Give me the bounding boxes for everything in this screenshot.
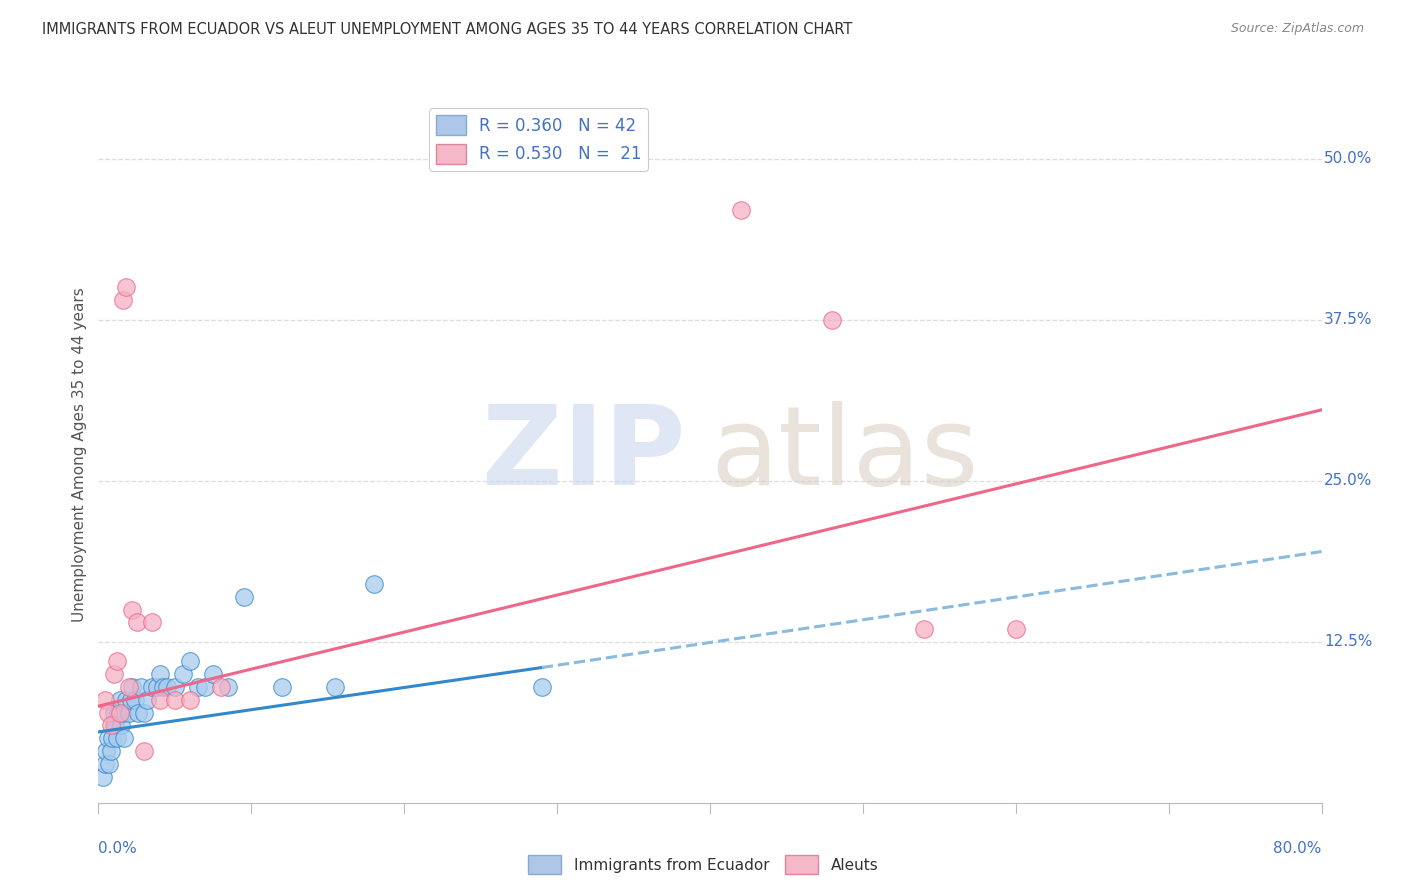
- Text: atlas: atlas: [710, 401, 979, 508]
- Point: [115, 280, 138, 294]
- Point: [100, 718, 122, 732]
- Point: [152, 680, 174, 694]
- Point: [93, 757, 115, 772]
- Point: [730, 203, 752, 218]
- Point: [91, 770, 114, 784]
- Text: Source: ZipAtlas.com: Source: ZipAtlas.com: [1230, 22, 1364, 36]
- Point: [118, 706, 141, 720]
- Point: [129, 680, 152, 694]
- Legend: Immigrants from Ecuador, Aleuts: Immigrants from Ecuador, Aleuts: [522, 849, 884, 880]
- Point: [105, 731, 128, 746]
- Point: [141, 680, 163, 694]
- Point: [145, 680, 167, 694]
- Point: [530, 680, 553, 694]
- Point: [325, 680, 347, 694]
- Point: [172, 667, 194, 681]
- Point: [163, 680, 186, 694]
- Point: [149, 667, 172, 681]
- Point: [93, 692, 115, 706]
- Point: [118, 680, 141, 694]
- Point: [127, 706, 149, 720]
- Point: [134, 744, 156, 758]
- Text: ZIP: ZIP: [482, 401, 686, 508]
- Point: [163, 692, 186, 706]
- Point: [141, 615, 163, 630]
- Point: [125, 615, 148, 630]
- Point: [821, 312, 844, 326]
- Point: [120, 692, 142, 706]
- Text: IMMIGRANTS FROM ECUADOR VS ALEUT UNEMPLOYMENT AMONG AGES 35 TO 44 YEARS CORRELAT: IMMIGRANTS FROM ECUADOR VS ALEUT UNEMPLO…: [42, 22, 852, 37]
- Point: [121, 680, 143, 694]
- Point: [136, 692, 159, 706]
- Point: [103, 667, 125, 681]
- Point: [103, 718, 125, 732]
- Point: [179, 654, 201, 668]
- Point: [100, 744, 122, 758]
- Text: 25.0%: 25.0%: [1324, 473, 1372, 488]
- Point: [112, 731, 135, 746]
- Point: [107, 706, 129, 720]
- Text: 50.0%: 50.0%: [1324, 151, 1372, 166]
- Y-axis label: Unemployment Among Ages 35 to 44 years: Unemployment Among Ages 35 to 44 years: [72, 287, 87, 623]
- Point: [111, 706, 134, 720]
- Text: 37.5%: 37.5%: [1324, 312, 1372, 327]
- Text: 80.0%: 80.0%: [1274, 841, 1322, 856]
- Point: [108, 706, 131, 720]
- Point: [121, 602, 143, 616]
- Point: [111, 293, 134, 308]
- Point: [363, 576, 385, 591]
- Text: 0.0%: 0.0%: [98, 841, 138, 856]
- Point: [115, 692, 138, 706]
- Point: [156, 680, 179, 694]
- Legend: R = 0.360   N = 42, R = 0.530   N =  21: R = 0.360 N = 42, R = 0.530 N = 21: [429, 109, 648, 170]
- Point: [110, 718, 132, 732]
- Point: [134, 706, 156, 720]
- Text: 12.5%: 12.5%: [1324, 634, 1372, 649]
- Point: [194, 680, 217, 694]
- Point: [103, 706, 125, 720]
- Point: [105, 654, 128, 668]
- Point: [97, 731, 120, 746]
- Point: [94, 744, 117, 758]
- Point: [149, 692, 172, 706]
- Point: [104, 718, 127, 732]
- Point: [101, 731, 124, 746]
- Point: [179, 692, 201, 706]
- Point: [217, 680, 239, 694]
- Point: [202, 667, 225, 681]
- Point: [209, 680, 232, 694]
- Point: [1004, 622, 1026, 636]
- Point: [124, 692, 146, 706]
- Point: [232, 590, 254, 604]
- Point: [108, 692, 131, 706]
- Point: [912, 622, 935, 636]
- Point: [187, 680, 209, 694]
- Point: [270, 680, 292, 694]
- Point: [98, 757, 121, 772]
- Point: [97, 706, 120, 720]
